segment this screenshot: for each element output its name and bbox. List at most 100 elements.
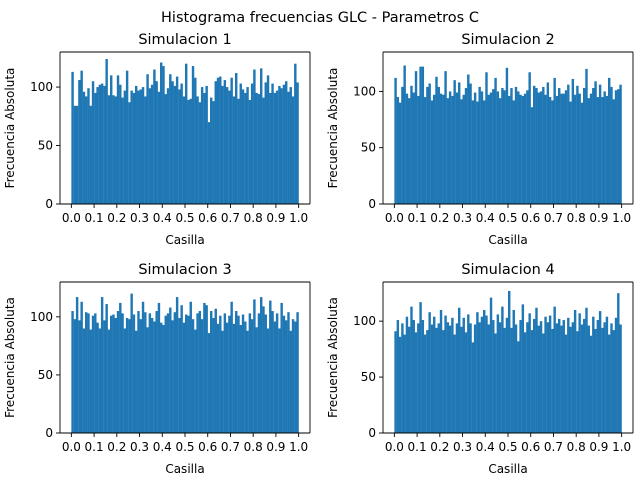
histogram-bar	[396, 320, 400, 433]
x-tick-label: 0.3	[453, 211, 472, 225]
histogram-bar	[123, 328, 127, 433]
histogram-bar	[410, 85, 413, 204]
histogram-bar	[219, 76, 222, 204]
histogram-bar	[494, 77, 497, 204]
histogram-bar	[610, 86, 613, 204]
histogram-bar	[180, 83, 183, 204]
histogram-bar	[453, 334, 456, 433]
histogram-bar	[228, 90, 231, 204]
histogram-bar	[485, 315, 488, 433]
histogram-bar	[82, 328, 86, 433]
histogram-bar	[87, 313, 90, 433]
histogram-bar	[410, 306, 413, 433]
y-tick-label: 100	[353, 314, 376, 328]
histogram-bar	[150, 318, 154, 433]
histogram-bar	[489, 92, 493, 204]
histogram-bar	[446, 322, 450, 433]
y-tick-label: 0	[45, 197, 53, 211]
subplot-title: Simulacion 3	[138, 262, 231, 278]
histogram-bar	[273, 321, 277, 433]
histogram-bar	[530, 330, 534, 433]
x-tick-label: 0.7	[544, 440, 563, 454]
histogram-bar	[503, 327, 506, 433]
histogram-bar	[571, 322, 575, 433]
x-tick-label: 0.2	[430, 440, 449, 454]
histogram-bar	[85, 96, 88, 204]
histogram-bar	[230, 77, 233, 204]
histogram-bar	[282, 315, 286, 433]
histogram-bar	[166, 313, 170, 433]
histogram-bar	[546, 322, 550, 433]
histogram-bar	[119, 302, 122, 433]
histogram-bar	[164, 315, 167, 433]
histogram-bar	[476, 101, 479, 204]
x-tick-label: 0.5	[175, 211, 194, 225]
histogram-bar	[205, 85, 208, 204]
histogram-bar	[260, 297, 263, 433]
histogram-bar	[200, 319, 204, 433]
histogram-bar	[271, 311, 274, 433]
histogram-bar	[517, 91, 520, 204]
histogram-bar	[501, 88, 504, 204]
histogram-bar	[200, 87, 204, 204]
histogram-bar	[144, 96, 147, 204]
histogram-bar	[537, 92, 540, 204]
histogram-bar	[285, 81, 288, 204]
histogram-bar	[82, 91, 86, 204]
histogram-bar	[567, 317, 570, 433]
histogram-bar	[408, 326, 411, 433]
histogram-bar	[417, 95, 420, 204]
x-tick-label: 0.1	[408, 440, 427, 454]
x-tick-label: 0.4	[153, 211, 172, 225]
histogram-bar	[137, 311, 140, 433]
histogram-bar	[105, 304, 108, 433]
histogram-bar	[114, 318, 117, 433]
histogram-bar	[414, 332, 418, 433]
histogram-bar	[487, 94, 490, 204]
histogram-bar	[601, 327, 604, 433]
histogram-bar	[492, 320, 495, 433]
histogram-bar	[437, 323, 440, 433]
histogram-bar	[91, 315, 95, 433]
y-tick-label: 50	[361, 141, 376, 155]
histogram-bar	[280, 88, 283, 204]
histogram-bar	[603, 322, 606, 433]
histogram-bar	[614, 90, 618, 204]
histogram-bar	[508, 95, 511, 204]
histogram-bar	[437, 86, 440, 204]
histogram-bars	[71, 59, 299, 205]
histogram-bar	[442, 94, 445, 204]
histogram-bar	[287, 312, 290, 433]
histogram-bar	[103, 320, 106, 433]
histogram-bar	[489, 297, 493, 433]
x-tick-label: 0.5	[498, 440, 517, 454]
subplot-2: Simulacion 20.0 0.1 0.2 0.3 0.4 0.5 0.6 0.7 0.8 0…	[326, 32, 634, 247]
y-tick-label: 50	[38, 368, 53, 382]
subplot-4: Simulacion 40.0 0.1 0.2 0.3 0.4 0.5 0.6 0.7 0.8 0…	[326, 262, 634, 476]
histogram-bar	[244, 321, 247, 433]
x-tick-label: 1.0	[289, 211, 308, 225]
histogram-bar	[598, 84, 602, 204]
histogram-bar	[78, 80, 81, 204]
histogram-bar	[473, 92, 477, 204]
histogram-bar	[476, 312, 479, 433]
histogram-bar	[71, 311, 74, 433]
histogram-bar	[248, 313, 252, 433]
histogram-bar	[257, 313, 261, 433]
histogram-bar	[278, 85, 281, 204]
histogram-bar	[141, 87, 145, 204]
histogram-bar	[585, 68, 588, 204]
histogram-bar	[451, 95, 454, 204]
histogram-bar	[433, 316, 436, 433]
histogram-bar	[228, 315, 231, 433]
histogram-bar	[471, 100, 475, 204]
histogram-bar	[207, 122, 211, 204]
histogram-bar	[423, 97, 427, 204]
histogram-bar	[264, 314, 267, 433]
y-tick-label: 0	[45, 426, 53, 440]
subplots-grid: Simulacion 10.0 0.1 0.2 0.3 0.4 0.5 0.6 0.7 0.8 0…	[3, 32, 634, 476]
subplot-3: Simulacion 30.0 0.1 0.2 0.3 0.4 0.5 0.6 0.7 0.8 0…	[3, 262, 311, 476]
x-tick-label: 0.1	[85, 211, 104, 225]
histogram-bar	[612, 99, 615, 204]
histogram-bar	[544, 316, 547, 433]
